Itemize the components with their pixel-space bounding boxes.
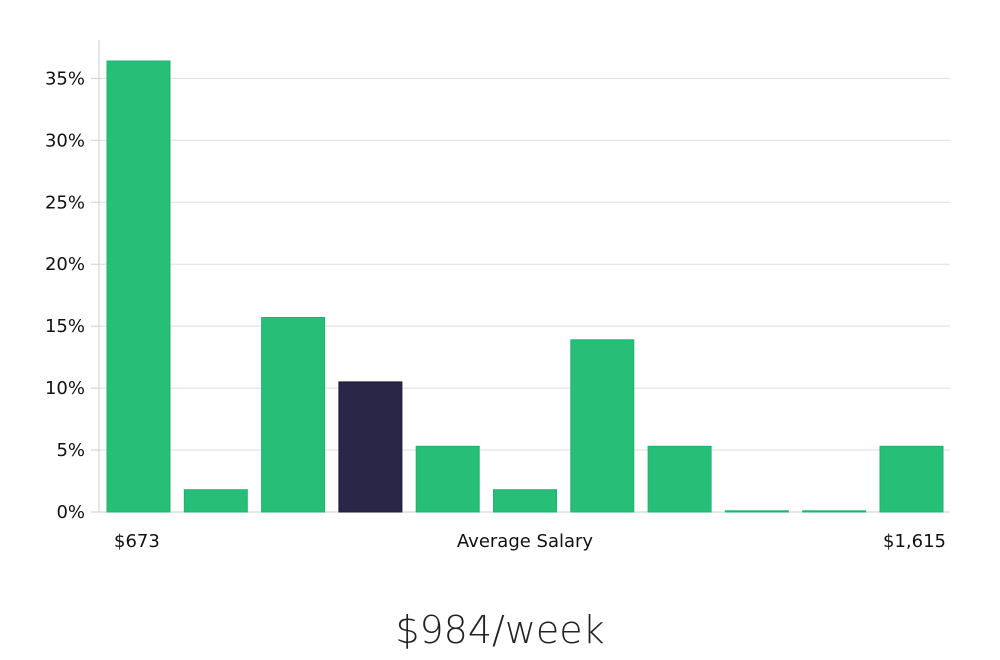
- y-tick-label: 25%: [45, 192, 85, 213]
- bar: [879, 445, 944, 513]
- y-tick-label: 20%: [45, 254, 85, 275]
- bar: [106, 60, 171, 513]
- bar: [647, 445, 712, 513]
- y-tick-label: 5%: [56, 440, 85, 461]
- x-min-label: $673: [114, 531, 160, 552]
- grid-lines: [99, 77, 950, 451]
- y-tick-label: 15%: [45, 316, 85, 337]
- x-axis-title: Average Salary: [457, 531, 594, 552]
- bar: [724, 510, 789, 513]
- average-salary-summary: $984/week: [395, 608, 605, 652]
- bar-highlighted: [338, 381, 403, 513]
- bar: [261, 317, 326, 513]
- y-tick-label: 10%: [45, 378, 85, 399]
- y-tick-label: 35%: [45, 68, 85, 89]
- bar: [415, 445, 480, 513]
- bar: [183, 489, 248, 513]
- y-tick-labels: 0% 5% 10% 15% 20% 25% 30% 35%: [45, 68, 99, 523]
- y-tick-label: 0%: [56, 502, 85, 523]
- y-tick-label: 30%: [45, 130, 85, 151]
- x-max-label: $1,615: [883, 531, 946, 552]
- bars: [106, 60, 944, 513]
- bar: [802, 510, 867, 513]
- bar: [493, 489, 557, 513]
- salary-histogram-chart: 0% 5% 10% 15% 20% 25% 30% 35% $673 Average Sala…: [45, 40, 950, 552]
- bar: [570, 339, 635, 513]
